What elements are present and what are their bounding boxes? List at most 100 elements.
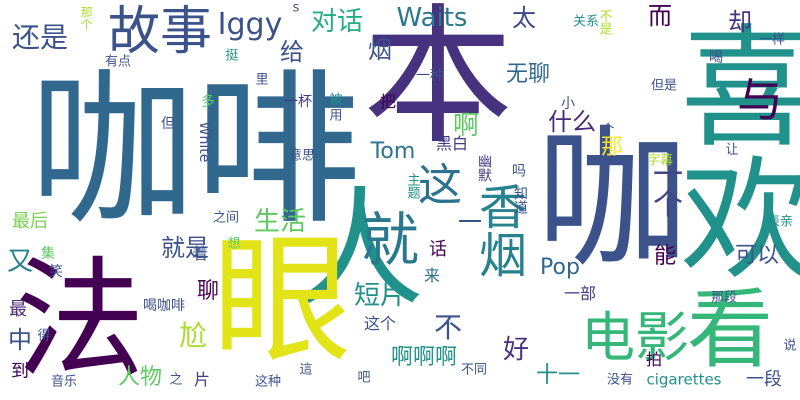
- word: 小: [561, 96, 575, 112]
- word: 一个: [647, 158, 682, 218]
- word: 用: [329, 108, 343, 124]
- word: Iggy: [217, 7, 283, 42]
- word: 眼: [211, 220, 353, 383]
- word: 之: [169, 372, 183, 388]
- word: 对话: [310, 7, 364, 37]
- word: 吗: [510, 163, 526, 177]
- word: 拍: [645, 350, 663, 369]
- word: 这: [418, 160, 462, 211]
- word: 香烟: [470, 182, 526, 278]
- word: 不: [433, 311, 463, 344]
- word: Waits: [396, 3, 468, 33]
- word: 意思: [288, 148, 316, 164]
- word: 一杯: [284, 94, 312, 110]
- word: 着: [191, 244, 209, 263]
- word: 那段: [710, 290, 738, 306]
- word: 把: [379, 92, 397, 111]
- word: 电影: [581, 306, 689, 369]
- word: cigarettes: [646, 370, 722, 389]
- word: 最后: [12, 211, 48, 232]
- word: 能: [653, 244, 677, 269]
- word: 黑白: [435, 134, 469, 153]
- word: 却: [728, 8, 752, 36]
- word: 故事: [107, 2, 213, 62]
- word: 知道: [512, 186, 528, 214]
- word: 生活: [253, 207, 307, 237]
- word: 但: [161, 116, 175, 132]
- word: 幽默: [476, 154, 492, 182]
- word: 喜欢: [658, 18, 800, 282]
- word: Pop: [540, 255, 580, 280]
- word: Tom: [370, 139, 416, 164]
- word: 到: [11, 361, 29, 382]
- word: 又: [6, 247, 34, 277]
- word: 咖啡: [29, 55, 361, 248]
- word: 没有: [606, 372, 634, 388]
- word: 看: [687, 280, 773, 380]
- word: 一段: [746, 369, 782, 390]
- word: 那: [600, 135, 624, 160]
- word: 就是: [161, 234, 209, 262]
- word: 笑: [49, 264, 63, 280]
- word: 不同: [460, 362, 488, 378]
- word: 法: [14, 244, 146, 396]
- word: 一种: [416, 68, 444, 84]
- word: 人: [295, 175, 425, 324]
- word: 短片: [353, 281, 407, 311]
- word: 话: [429, 239, 447, 260]
- word: 好: [502, 335, 530, 365]
- word: 而: [648, 2, 672, 30]
- word: 一样: [758, 32, 786, 48]
- word: 说: [783, 338, 797, 354]
- word: 那个: [79, 6, 93, 30]
- word: 啊啊啊: [390, 345, 458, 370]
- word: 还是: [11, 21, 69, 54]
- word: 尬: [178, 319, 208, 352]
- word: 十一: [535, 363, 581, 388]
- word: 音乐: [50, 374, 78, 390]
- word: 啊: [452, 111, 480, 141]
- word: 这种: [254, 374, 282, 390]
- word: 无聊: [505, 62, 551, 87]
- word: 聊: [196, 279, 220, 304]
- word: s: [292, 0, 300, 16]
- word: 吧: [357, 370, 371, 386]
- word: 但是: [650, 78, 678, 94]
- word: 一部: [563, 284, 597, 303]
- word: 字幕: [646, 153, 674, 169]
- word: 可以: [734, 243, 780, 268]
- word: 最: [9, 299, 27, 320]
- word: 挺: [225, 48, 239, 64]
- word: 烟: [368, 36, 392, 64]
- word: 人物: [117, 365, 163, 390]
- word: 被: [329, 92, 343, 108]
- word: 得: [37, 328, 51, 344]
- word: 给: [280, 38, 304, 66]
- word: 个: [601, 122, 615, 138]
- word: 表亲: [766, 214, 794, 230]
- word: 太: [512, 4, 536, 32]
- word: White: [196, 121, 212, 163]
- word: 有点: [104, 54, 132, 70]
- word: 不是: [596, 9, 612, 35]
- word: 喝: [709, 50, 723, 66]
- word: 之间: [212, 210, 240, 226]
- word: 本: [362, 0, 514, 165]
- word: 多: [201, 94, 215, 110]
- word: 就: [360, 206, 420, 274]
- word: 什么: [548, 108, 596, 136]
- word: 与: [737, 73, 783, 127]
- word: 一: [458, 208, 482, 236]
- word: 这个: [363, 314, 397, 333]
- word: 中: [8, 326, 32, 354]
- word: 关系: [572, 14, 600, 30]
- word: 来: [423, 266, 441, 285]
- word: 片: [193, 370, 211, 389]
- word: 喝咖啡: [143, 298, 185, 314]
- word: 想: [227, 236, 241, 252]
- word: 集: [41, 246, 55, 262]
- word: 主题: [404, 173, 420, 199]
- word: 咖: [536, 111, 688, 288]
- word: 這: [299, 362, 313, 378]
